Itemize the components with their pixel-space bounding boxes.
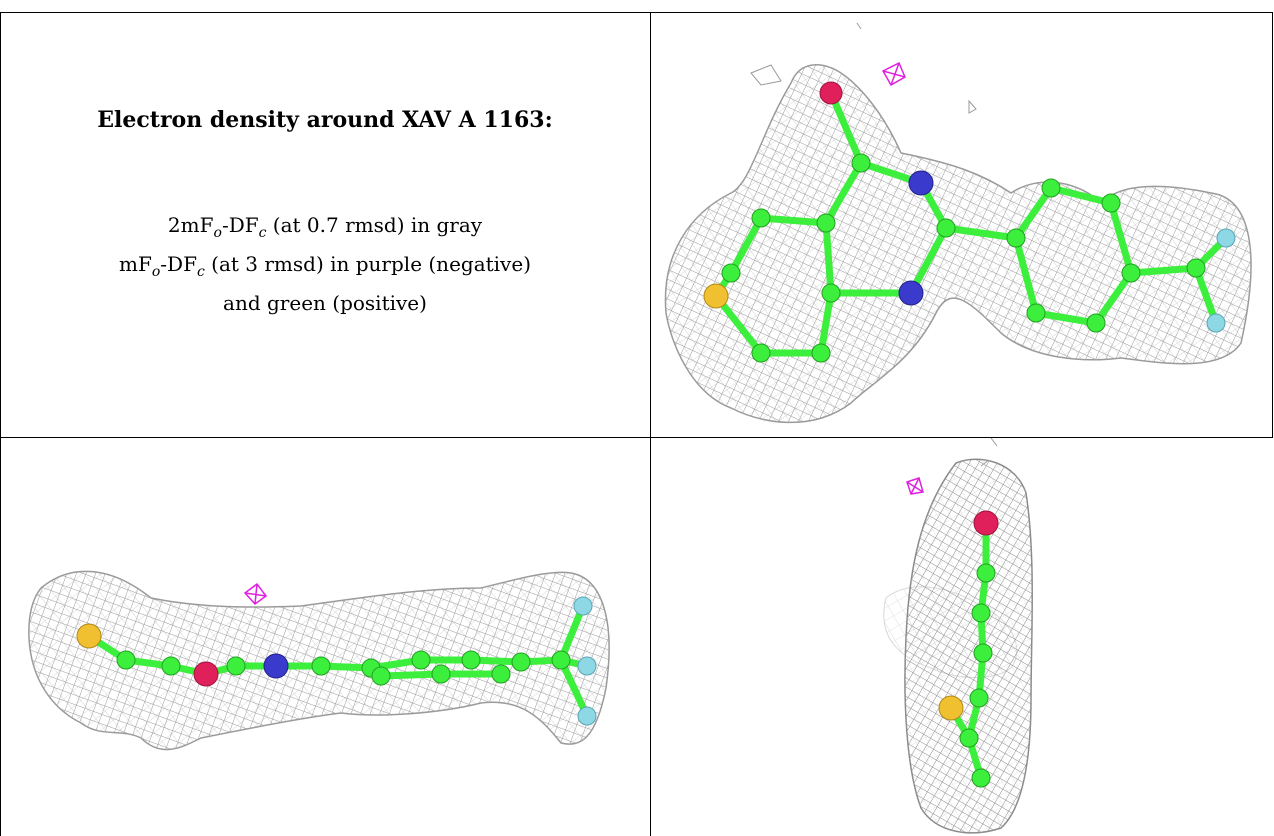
caption-line-2fo-dfc: 2mFo-DFc (at 0.7 rmsd) in gray [167, 213, 483, 241]
caption-body: 2mFo-DFc (at 0.7 rmsd) in gray mFo-DFc (… [1, 210, 649, 319]
density-view-bottom-left-svg [28, 570, 610, 751]
atom-carbon [976, 563, 996, 583]
density-view-top-right-svg [664, 22, 1252, 424]
atom-fluorine [577, 706, 597, 726]
atom-sulfur [938, 695, 964, 721]
density-view-bottom-left [1, 438, 649, 835]
atom-carbon [971, 603, 991, 623]
density-view-bottom-right [651, 438, 1271, 835]
border-right [1272, 12, 1273, 438]
atom-sulfur [703, 283, 729, 309]
atom-carbon [311, 656, 331, 676]
atom-carbon [511, 652, 531, 672]
atom-carbon [973, 643, 993, 663]
atom-carbon [226, 656, 246, 676]
atom-nitrogen [898, 280, 924, 306]
atom-carbon [1086, 313, 1106, 333]
atom-nitrogen [263, 653, 289, 679]
atom-fluorine [1206, 313, 1226, 333]
negative-density-blob [881, 61, 906, 87]
atom-carbon [1041, 178, 1061, 198]
atom-carbon [969, 688, 989, 708]
atom-carbon [161, 656, 181, 676]
atom-carbon [811, 343, 831, 363]
atom-carbon [959, 728, 979, 748]
atom-carbon [816, 213, 836, 233]
border-middle-horizontal [0, 437, 1273, 438]
atom-oxygen [973, 510, 999, 536]
atom-carbon [116, 650, 136, 670]
atoms [938, 510, 999, 788]
border-left [0, 12, 1, 836]
caption-line-fo-dfc: mFo-DFc (at 3 rmsd) in purple (negative) [119, 252, 531, 280]
atom-carbon [751, 208, 771, 228]
atoms [76, 596, 597, 726]
atom-carbon [1186, 258, 1206, 278]
atom-carbon [851, 153, 871, 173]
atom-carbon [411, 650, 431, 670]
atom-carbon [1121, 263, 1141, 283]
caption-title: Electron density around XAV A 1163: [97, 107, 553, 133]
atom-fluorine [573, 596, 593, 616]
atom-carbon [491, 664, 511, 684]
atom-carbon [936, 218, 956, 238]
bonds [712, 89, 1230, 357]
atom-carbon [1101, 193, 1121, 213]
atom-carbon [821, 283, 841, 303]
atom-carbon [751, 343, 771, 363]
density-view-top-right [651, 13, 1271, 436]
border-middle [650, 12, 651, 836]
atom-carbon [371, 666, 391, 686]
atom-carbon [971, 768, 991, 788]
atom-nitrogen [908, 170, 934, 196]
atom-carbon [721, 263, 741, 283]
atom-carbon [1006, 228, 1026, 248]
atom-fluorine [1216, 228, 1236, 248]
atom-carbon [551, 650, 571, 670]
density-view-bottom-right-svg [883, 438, 1033, 834]
atoms [703, 81, 1236, 363]
atom-carbon [461, 650, 481, 670]
atom-carbon [431, 664, 451, 684]
caption-cell: Electron density around XAV A 1163: 2mFo… [1, 12, 649, 436]
atom-sulfur [76, 623, 102, 649]
negative-density-blob [243, 582, 268, 606]
atom-oxygen [193, 661, 219, 687]
atom-fluorine [577, 656, 597, 676]
atom-oxygen [819, 81, 843, 105]
border-top [0, 12, 1273, 13]
atom-carbon [1026, 303, 1046, 323]
negative-density-blob [906, 477, 924, 495]
caption-line-positive: and green (positive) [223, 291, 427, 315]
